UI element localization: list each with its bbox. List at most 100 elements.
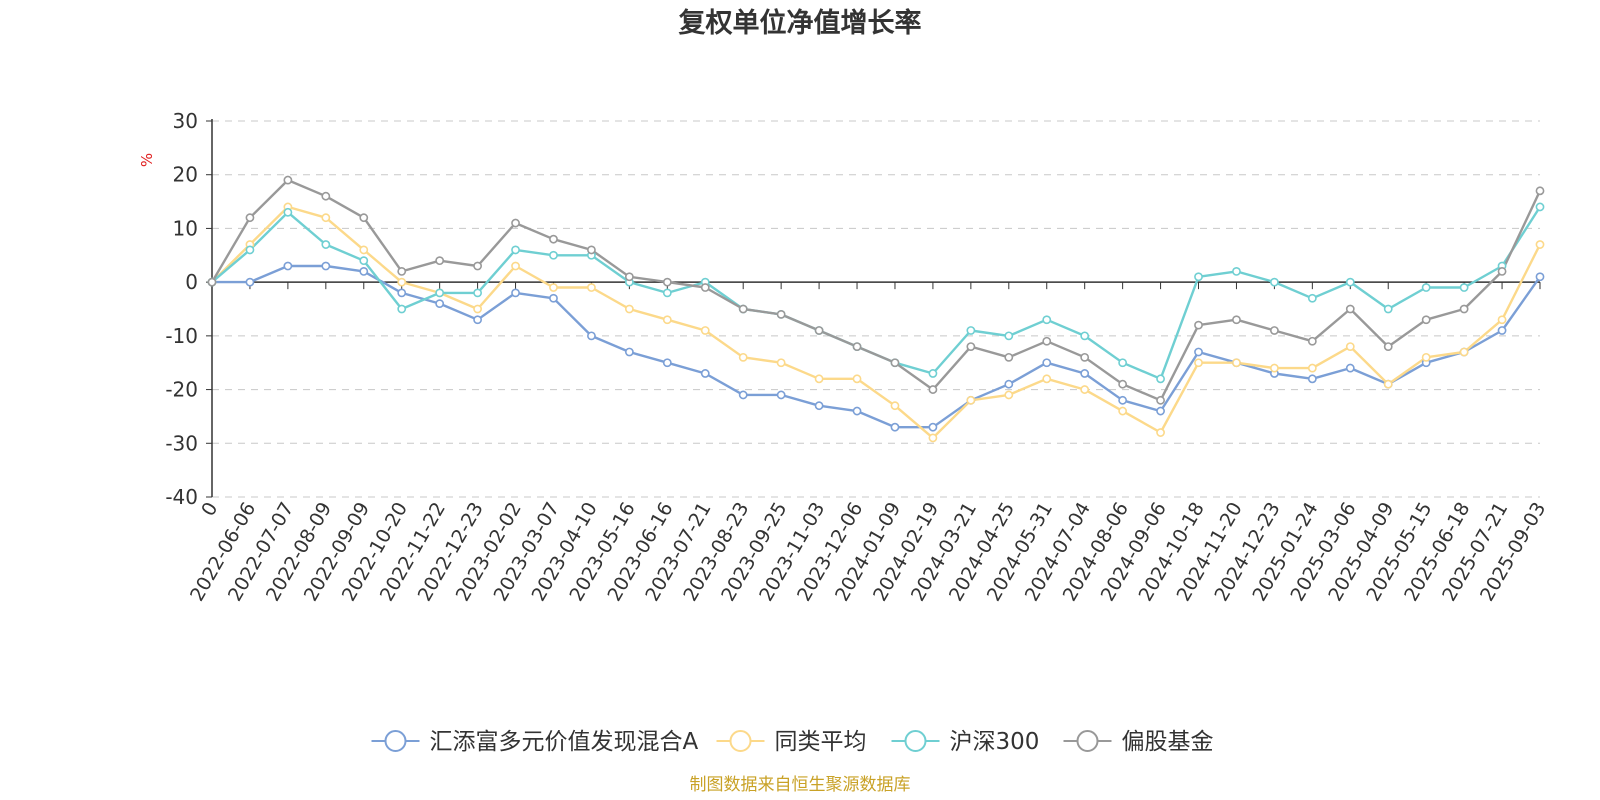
data-point: [283, 207, 293, 217]
data-point: [662, 288, 672, 298]
legend-label: 汇添富多元价值发现混合A: [430, 729, 699, 755]
data-point: [511, 261, 520, 271]
series-layer: [210, 178, 1542, 440]
data-point: [624, 304, 634, 314]
data-point: [1421, 315, 1431, 325]
legend-label: 沪深300: [950, 729, 1040, 755]
data-point: [1194, 358, 1203, 368]
data-point: [511, 288, 520, 298]
data-point: [397, 266, 407, 276]
data-point: [890, 422, 900, 432]
data-point: [1421, 283, 1431, 292]
data-point: [511, 218, 520, 228]
data-point: [549, 234, 558, 244]
data-point: [1156, 428, 1165, 437]
data-point: [814, 374, 824, 384]
series-line-1: [212, 264, 1541, 429]
legend-circle-icon: [1076, 730, 1099, 752]
x-tick-label: 0: [197, 499, 222, 520]
data-point: [1156, 406, 1165, 416]
data-point: [245, 245, 255, 255]
data-point: [1080, 385, 1090, 394]
data-point: [1118, 358, 1128, 368]
data-point: [624, 272, 634, 282]
legend-item[interactable]: 汇添富多元价值发现混合A: [371, 729, 699, 755]
source-note: 制图数据来自恒生聚源数据库: [690, 775, 911, 795]
data-point: [1345, 304, 1355, 314]
data-point: [1307, 293, 1317, 303]
data-point: [814, 401, 824, 411]
y-tick-label: 30: [173, 109, 198, 133]
legend-item[interactable]: 沪深300: [891, 729, 1040, 755]
data-point: [1042, 315, 1052, 325]
series-line-4: [210, 178, 1542, 402]
data-point: [397, 304, 407, 314]
data-point: [207, 277, 217, 287]
data-point: [1459, 347, 1469, 357]
data-point: [1345, 277, 1355, 287]
data-point: [928, 369, 938, 378]
data-point: [966, 395, 976, 405]
data-point: [1345, 363, 1355, 373]
data-point: [966, 326, 976, 335]
legend-item[interactable]: 同类平均: [716, 729, 867, 755]
legend-circle-icon: [384, 730, 407, 752]
data-point: [1156, 374, 1165, 384]
data-point: [852, 374, 862, 384]
legend-item[interactable]: 偏股基金: [1063, 729, 1214, 755]
data-point: [1383, 379, 1393, 389]
data-point: [321, 191, 331, 201]
legend: 汇添富多元价值发现混合A 同类平均 沪深300 偏股基金: [371, 729, 1214, 755]
data-point: [662, 358, 672, 368]
legend-label: 偏股基金: [1122, 729, 1214, 755]
data-point: [397, 288, 407, 298]
data-point: [1383, 342, 1393, 351]
data-point: [1194, 347, 1203, 357]
data-point: [1270, 363, 1279, 373]
data-point: [359, 245, 369, 255]
data-point: [738, 352, 748, 362]
data-point: [1497, 266, 1507, 276]
data-point: [928, 422, 938, 432]
data-point: [321, 261, 331, 271]
data-point: [776, 358, 786, 368]
data-point: [587, 245, 596, 255]
data-point: [473, 261, 482, 271]
data-point: [587, 331, 596, 341]
data-point: [549, 250, 558, 260]
data-point: [435, 256, 445, 266]
data-point: [1156, 395, 1165, 405]
data-point: [1232, 315, 1241, 325]
data-point: [928, 433, 938, 443]
marker-layer: [207, 175, 1545, 443]
axis-layer: 3020100-10-20-30-4002022-06-062022-07-07…: [165, 109, 1550, 605]
data-point: [1459, 283, 1469, 292]
data-point: [1042, 336, 1052, 346]
data-point: [776, 309, 786, 319]
data-point: [359, 256, 369, 266]
data-point: [1459, 304, 1469, 314]
y-tick-label: -20: [165, 378, 198, 402]
data-point: [1042, 358, 1052, 368]
data-point: [966, 342, 976, 351]
data-point: [1421, 352, 1431, 362]
y-tick-label: 20: [173, 163, 198, 187]
y-tick-label: -30: [165, 431, 198, 455]
data-point: [473, 315, 482, 325]
data-point: [1307, 363, 1317, 373]
data-point: [700, 326, 710, 335]
data-point: [1307, 336, 1317, 346]
y-tick-label: -40: [165, 485, 198, 509]
data-point: [511, 245, 520, 255]
data-point: [397, 277, 407, 287]
data-point: [1232, 266, 1241, 276]
data-point: [1118, 406, 1128, 416]
data-point: [662, 315, 672, 325]
data-point: [283, 175, 293, 185]
data-point: [1497, 326, 1507, 335]
legend-circle-icon: [904, 730, 927, 752]
data-point: [776, 390, 786, 400]
data-point: [662, 277, 672, 287]
data-point: [1004, 379, 1014, 389]
